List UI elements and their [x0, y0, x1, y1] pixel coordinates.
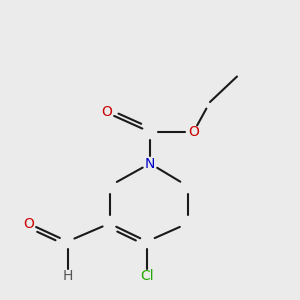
Text: Cl: Cl: [140, 269, 154, 283]
Text: N: N: [145, 157, 155, 170]
Text: H: H: [62, 269, 73, 283]
Text: O: O: [23, 217, 34, 230]
Text: O: O: [188, 125, 199, 139]
Text: O: O: [101, 106, 112, 119]
